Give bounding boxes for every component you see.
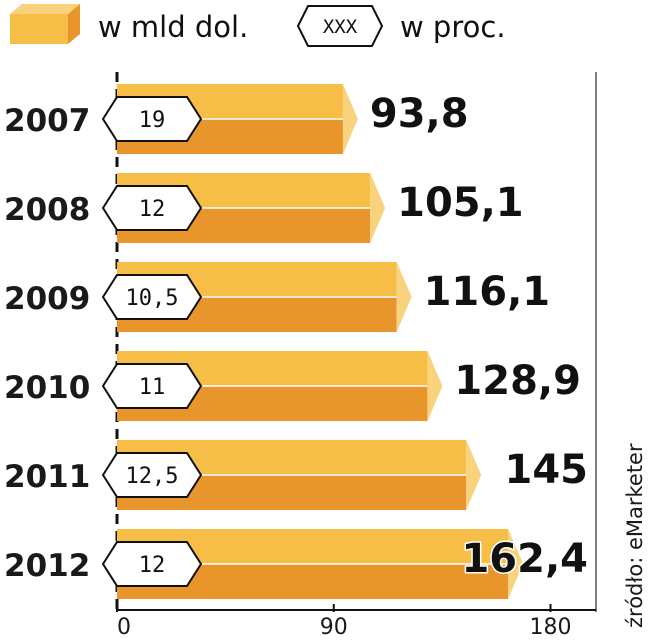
source-note: źródło: eMarketer (623, 443, 647, 628)
pct-label-2011: 12,5 (126, 464, 179, 489)
pct-label-2010: 11 (139, 375, 166, 400)
x-tick-180: 180 (529, 615, 571, 640)
pct-badge-2009 (101, 274, 203, 320)
bar-tip-2011 (466, 440, 482, 510)
bars-group: 19 2007 93,8 12 2008 105,1 10,5 2009 116,1 11 2010… (4, 84, 590, 599)
legend-bar-label: w mld dol. (98, 10, 248, 44)
value-label-2009: 116,1 (424, 269, 551, 315)
bar-tip-2010 (427, 351, 443, 421)
bar-tip-2007 (342, 84, 358, 154)
pct-label-2012: 12 (139, 553, 166, 578)
legend-pct-symbol: XXX (323, 16, 358, 38)
year-label-2010: 2010 (4, 370, 90, 406)
year-label-2008: 2008 (4, 192, 90, 228)
year-label-2009: 2009 (4, 281, 90, 317)
year-label-2007: 2007 (4, 103, 90, 139)
bar-tip-2012 (508, 529, 524, 599)
value-label-2010: 128,9 (454, 358, 581, 404)
pct-badge-2012 (101, 541, 203, 587)
x-tick-90: 90 (320, 615, 348, 640)
value-label-2007: 93,8 (370, 91, 469, 137)
value-label-2012: 162,4 (461, 536, 588, 582)
pct-label-2009: 10,5 (126, 286, 179, 311)
legend-bar-icon (10, 4, 80, 44)
pct-label-2007: 19 (139, 108, 166, 133)
value-label-2011: 145 (505, 447, 589, 493)
year-label-2011: 2011 (4, 459, 90, 495)
pct-badge-2007 (101, 96, 203, 142)
legend-pct-label: w proc. (400, 10, 506, 44)
year-label-2012: 2012 (4, 548, 90, 584)
bar-tip-2008 (370, 173, 386, 243)
bar-tip-2009 (396, 262, 412, 332)
pct-badge-2010 (101, 363, 203, 409)
pct-label-2008: 12 (139, 197, 166, 222)
x-ticks: 0 90 180 (116, 604, 571, 640)
x-tick-0: 0 (117, 615, 131, 640)
pct-badge-2011 (101, 452, 203, 498)
legend-pct-icon: XXX (296, 5, 384, 47)
value-label-2008: 105,1 (397, 180, 524, 226)
pct-badge-2008 (101, 185, 203, 231)
legend: w mld dol. XXX w proc. (10, 4, 506, 47)
